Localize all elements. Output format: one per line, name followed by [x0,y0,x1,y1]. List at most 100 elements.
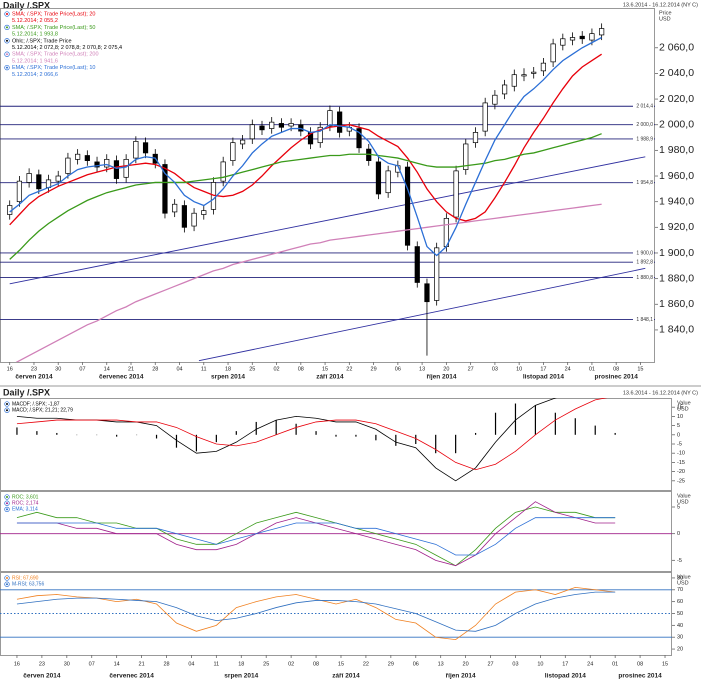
candle-body [181,205,187,228]
x-tick-label: 03 [492,366,498,372]
y-axis-label: Value [677,400,691,406]
chart-title: Daily /.SPX [3,0,50,10]
plot-layer [16,398,616,482]
candle-body [327,110,333,127]
x-tick-label: 28 [163,661,169,667]
y-tick-label: 1 980,0 [659,144,694,156]
candle-body [434,247,440,301]
y-axis-unit: USD [677,406,689,412]
histogram-bar [375,434,377,441]
y-tick-label: 10 [677,414,683,420]
trend-line [9,156,646,285]
candle-body [133,141,139,159]
candle-body [26,173,32,183]
candle-body [278,123,285,128]
legend-swatch [6,583,8,586]
candle-body [142,142,149,154]
histogram-bar [56,432,58,435]
histogram-bar [514,403,517,435]
candle-body [414,246,420,283]
candle-body [453,170,459,218]
y-tick-label: 1 920,0 [659,221,694,233]
x-tick-label: 08 [298,366,304,372]
histogram-bar [235,431,237,435]
candle-body [259,125,265,131]
x-tick-label: 18 [225,366,231,372]
y-axis-label: Value [677,574,691,580]
x-tick-label: 08 [637,661,643,667]
y-tick-label: 1 940,0 [659,195,694,207]
x-tick-label: 20 [463,661,469,667]
x-tick-label: 07 [89,661,95,667]
y-tick-label: 5 [677,504,680,510]
reference-label-box [633,249,654,256]
x-tick-label: 17 [562,661,568,667]
reference-label-box [633,179,654,186]
y-tick-label: 70 [677,587,683,593]
legend-swatch [6,409,8,412]
candle-body [55,175,61,182]
x-tick-label: 02 [288,661,294,667]
histogram-bar [116,434,118,437]
candle-body [569,37,576,41]
histogram-bar [355,434,357,437]
y-tick-label: 30 [677,635,683,641]
x-tick-label: 25 [263,661,269,667]
plot-layer [0,501,672,567]
candle-body [191,212,197,227]
candle-body [375,161,382,195]
x-tick-label: 10 [516,366,522,372]
candle-body [501,84,508,95]
legend-detail: 5.12.2014; 1 941,6 [12,58,58,64]
histogram-bar [255,421,257,435]
x-tick-label: 25 [249,366,255,372]
legend-swatch [6,26,8,29]
candle-body [113,160,120,179]
histogram-bar [494,412,497,435]
indicator-line [15,203,602,362]
plot-frame [0,398,672,491]
histogram-bar [554,412,556,435]
y-tick-label: -25 [677,478,685,484]
plot-layer [0,23,655,362]
reference-label: 1 892,8 [636,260,653,266]
y-tick-label: 50 [677,611,683,617]
histogram-bar [614,432,616,435]
reference-label: 1 988,9 [636,136,653,142]
reference-label: 2 014,4 [636,104,653,110]
plot-layer [0,587,672,641]
reference-label-box [633,103,654,110]
reference-label: 1 900,0 [636,250,653,256]
histogram-bar [195,434,198,452]
y-tick-label: -5 [677,558,682,564]
y-tick-label: -5 [677,441,682,447]
candle-body [172,203,178,213]
x-tick-label: 30 [64,661,70,667]
y-tick-label: 60 [677,599,683,605]
legend-label: ROC; 2,174 [12,501,39,507]
candle-body [531,71,537,74]
month-label: prosinec 2014 [618,673,662,680]
x-tick-label: 15 [662,661,668,667]
histogram-bar [474,432,477,435]
y-tick-label: 0 [677,432,680,438]
reference-label-box [633,135,654,142]
x-tick-label: 21 [139,661,145,667]
indicator-line [16,398,557,482]
month-label: září 2014 [332,673,360,680]
candle-body [385,170,391,194]
legend-swatch [6,403,8,405]
y-tick-label: 0 [677,531,680,537]
histogram-bar [534,405,537,435]
x-tick-label: 15 [637,366,643,372]
legend-swatch [6,13,8,15]
candle-body [65,157,71,174]
histogram-bar [175,434,178,448]
candle-body [220,161,226,182]
reference-label: 2 000,0 [636,122,653,128]
lower-subtitle: 13.6.2014 - 16.12.2014 (NY C) [623,390,698,396]
x-tick-label: 13 [419,366,425,372]
candle-body [492,94,498,105]
legend-label: EMA; /.SPX; Trade Price(Last); 10 [12,65,95,71]
y-tick-label: 2 040,0 [659,67,694,79]
